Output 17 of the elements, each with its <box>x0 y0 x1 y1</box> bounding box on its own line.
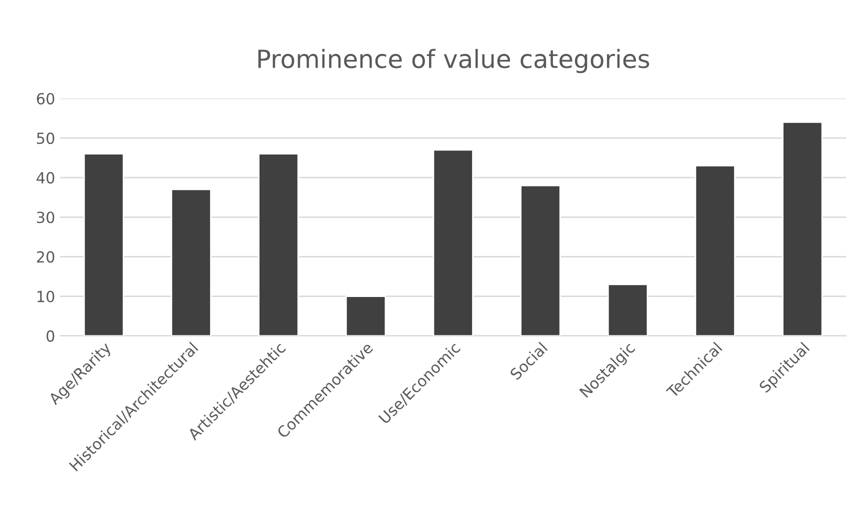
y-tick-label: 40 <box>36 172 54 184</box>
y-tick-label: 0 <box>46 330 54 342</box>
bar <box>258 153 299 336</box>
y-tick-label: 30 <box>36 212 54 224</box>
bar <box>607 284 648 336</box>
bar <box>170 188 212 336</box>
bar <box>694 165 736 336</box>
y-tick-label: 20 <box>36 251 54 263</box>
y-tick-label: 10 <box>38 290 54 302</box>
bar <box>782 122 823 336</box>
y-tick-label: 50 <box>37 132 54 144</box>
bar <box>83 153 124 336</box>
y-tick-label: 60 <box>36 92 54 104</box>
bar <box>520 184 561 336</box>
bar <box>345 296 386 336</box>
chart-title: Prominence of value categories <box>258 48 650 74</box>
bar <box>432 149 474 336</box>
